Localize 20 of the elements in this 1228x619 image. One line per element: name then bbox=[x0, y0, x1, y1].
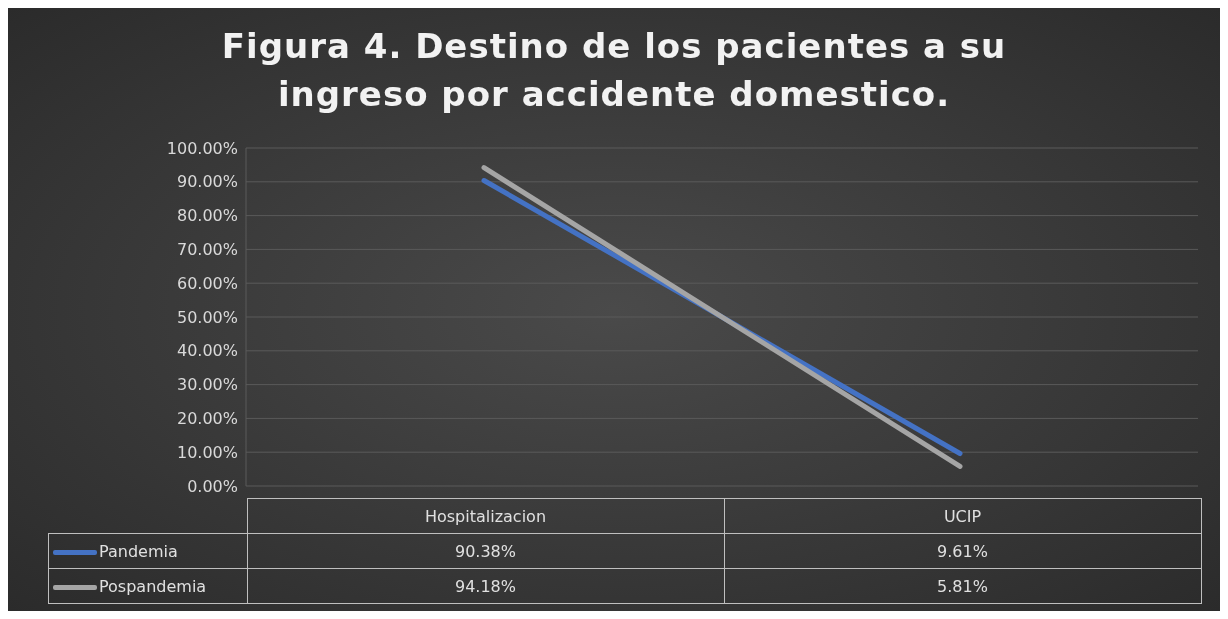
y-tick-label: 10.00% bbox=[176, 442, 238, 462]
y-tick-label: 60.00% bbox=[176, 273, 238, 293]
data-label: 94.18% bbox=[247, 568, 724, 604]
x-tick-label: Hospitalizacion bbox=[247, 498, 724, 534]
data-label: 90.38% bbox=[247, 533, 724, 569]
legend-label: Pospandemia bbox=[48, 568, 247, 604]
legend-label: Pandemia bbox=[48, 533, 247, 569]
x-tick-label: UCIP bbox=[724, 498, 1201, 534]
y-tick-label: 100.00% bbox=[166, 138, 238, 158]
data-label: 5.81% bbox=[724, 568, 1201, 604]
y-tick-label: 90.00% bbox=[176, 172, 238, 192]
y-tick-label: 40.00% bbox=[176, 341, 238, 361]
y-tick-label: 80.00% bbox=[176, 206, 238, 226]
data-label: 9.61% bbox=[724, 533, 1201, 569]
y-tick-label: 20.00% bbox=[176, 409, 238, 429]
y-tick-label: 70.00% bbox=[176, 240, 238, 260]
y-tick-label: 30.00% bbox=[176, 375, 238, 395]
y-tick-label: 50.00% bbox=[176, 307, 238, 327]
y-tick-label: 0.00% bbox=[187, 476, 238, 496]
chart-title: Figura 4. Destino de los pacientes a su ingreso por accidente domestico. bbox=[220, 25, 1008, 116]
